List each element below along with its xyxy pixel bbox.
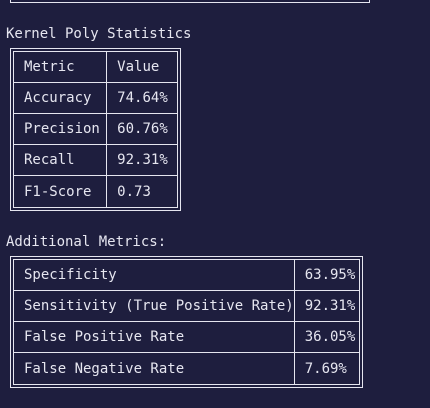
- metric-cell: Accuracy: [14, 83, 108, 114]
- table-header-row: Metric Value: [14, 52, 177, 83]
- table-row: Recall 92.31%: [14, 145, 177, 176]
- metric-column-header: Metric: [14, 52, 108, 83]
- value-cell: 74.64%: [107, 83, 177, 114]
- metric-cell: Recall: [14, 145, 108, 176]
- value-cell: 92.31%: [294, 291, 359, 322]
- kernel-poly-table: Metric Value Accuracy 74.64% Precision 6…: [10, 48, 181, 211]
- table-row: F1-Score 0.73: [14, 176, 177, 207]
- metric-cell: Specificity: [14, 260, 295, 291]
- value-column-header: Value: [107, 52, 177, 83]
- value-cell: 36.05%: [294, 322, 359, 353]
- table-row: False Positive Rate 36.05%: [14, 322, 359, 353]
- kernel-poly-heading: Kernel Poly Statistics: [6, 26, 192, 42]
- metric-cell: False Positive Rate: [14, 322, 295, 353]
- table-row: Accuracy 74.64%: [14, 83, 177, 114]
- additional-metrics-table: Specificity 63.95% Sensitivity (True Pos…: [10, 256, 363, 388]
- table-row: Specificity 63.95%: [14, 260, 359, 291]
- value-cell: 60.76%: [107, 114, 177, 145]
- value-cell: 7.69%: [304, 360, 347, 377]
- table-row: False Negative Rate 7.69%: [14, 353, 359, 384]
- metric-cell: Precision: [14, 114, 108, 145]
- value-cell: 63.95%: [294, 260, 359, 291]
- metric-cell: F1-Score: [14, 176, 108, 207]
- table-row: Precision 60.76%: [14, 114, 177, 145]
- table-row: Sensitivity (True Positive Rate) 92.31%: [14, 291, 359, 322]
- previous-table-bottom-border: [10, 0, 370, 3]
- value-cell: 92.31%: [107, 145, 177, 176]
- additional-metrics-heading: Additional Metrics:: [6, 234, 167, 250]
- metric-cell: False Negative Rate: [14, 353, 295, 384]
- metric-cell: Sensitivity (True Positive Rate): [14, 291, 295, 322]
- value-cell: 0.73: [117, 183, 151, 200]
